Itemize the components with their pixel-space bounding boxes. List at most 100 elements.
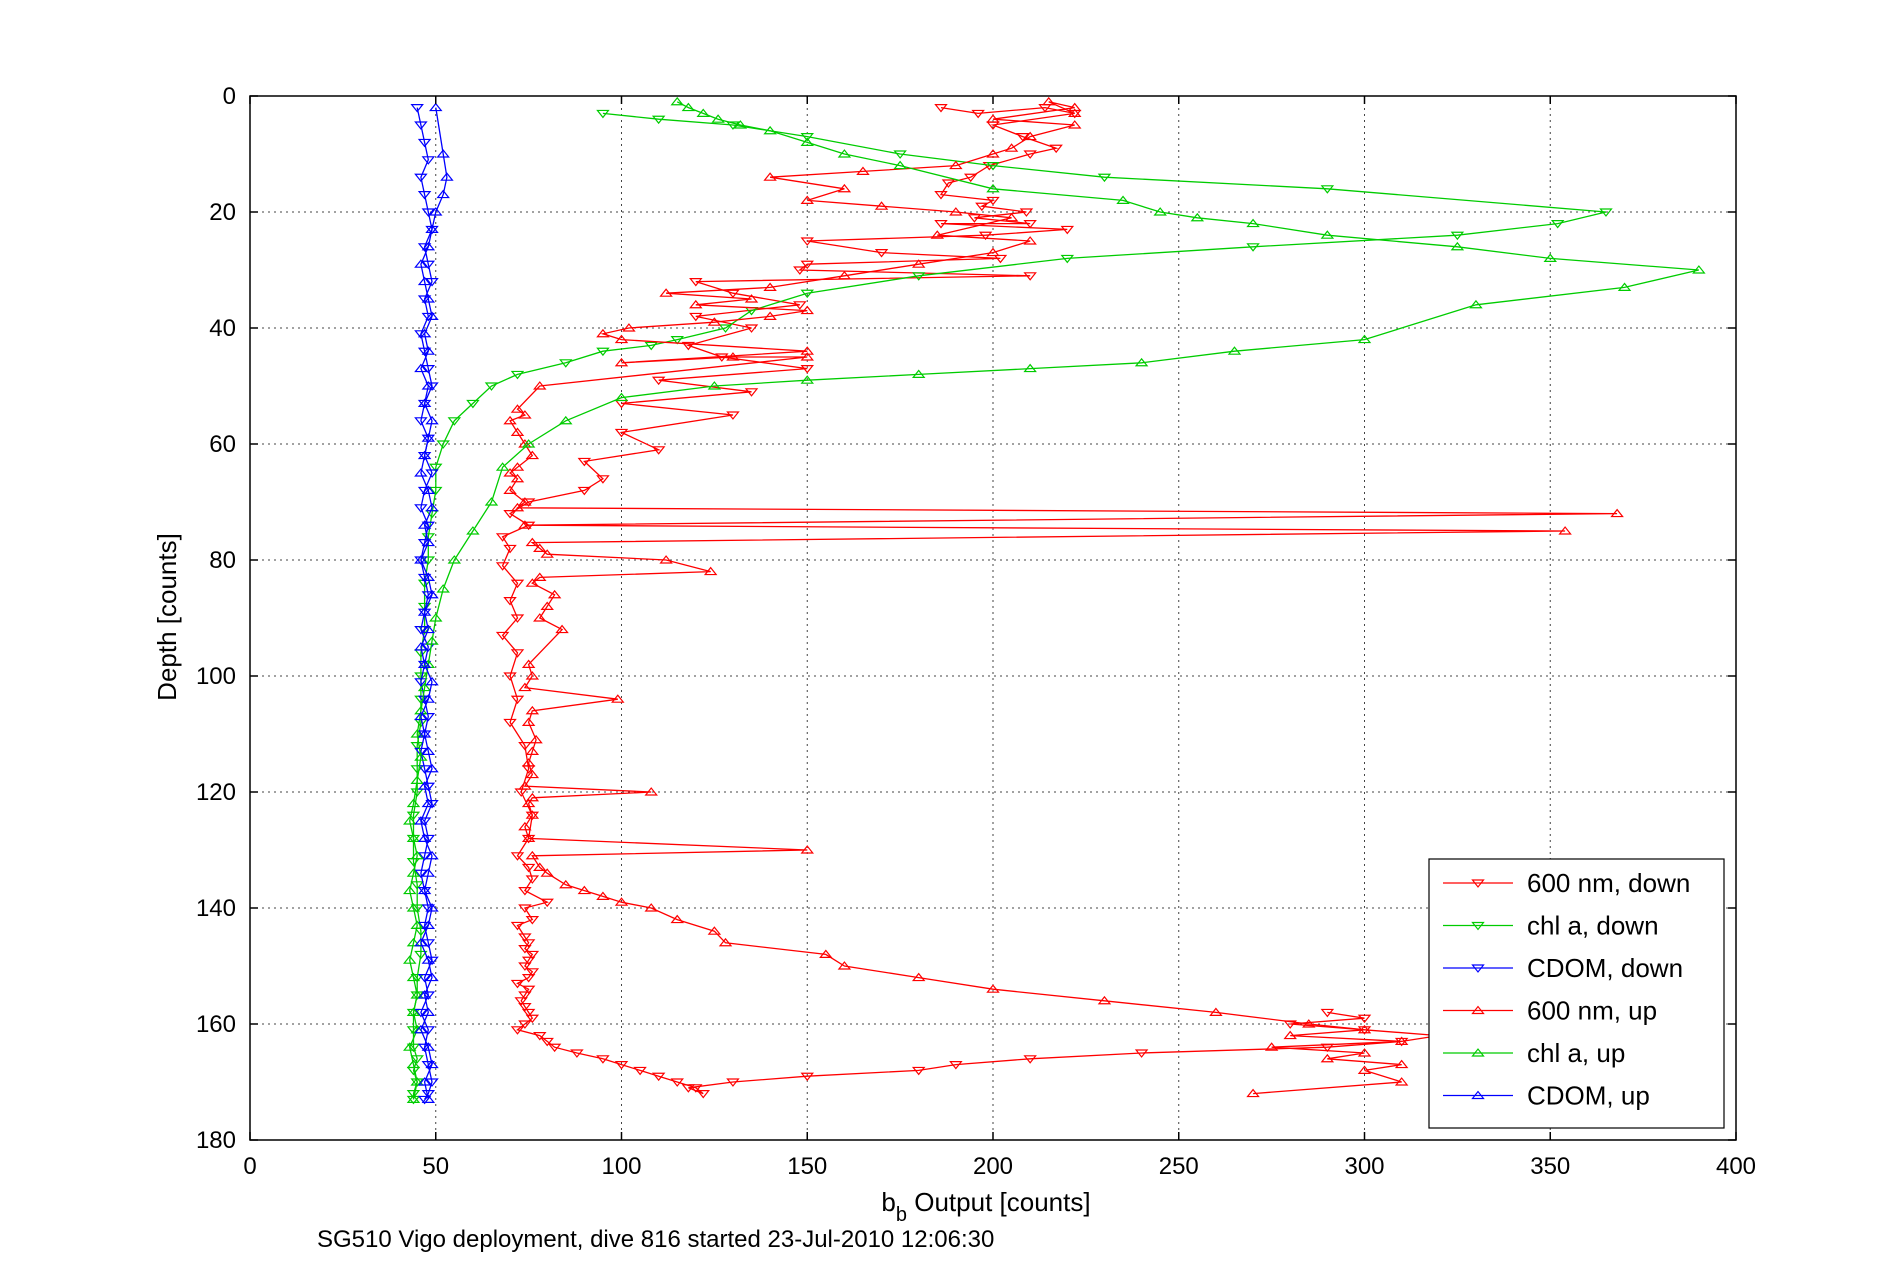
data-point — [614, 392, 629, 402]
data-point — [651, 446, 666, 455]
y-tick-label: 60 — [209, 431, 236, 458]
y-tick-label: 180 — [196, 1127, 236, 1154]
data-point — [503, 510, 517, 519]
data-point — [644, 787, 658, 796]
data-point — [707, 317, 722, 326]
data-point — [659, 555, 673, 564]
data-point — [410, 974, 424, 983]
x-tick-label: 50 — [422, 1153, 449, 1180]
data-point — [533, 1032, 547, 1041]
data-point — [596, 347, 610, 357]
data-point — [681, 1084, 696, 1093]
data-point — [518, 933, 532, 942]
data-point — [425, 311, 439, 320]
legend-label: 600 nm, down — [1527, 868, 1690, 898]
data-point — [421, 521, 436, 531]
data-point — [521, 833, 536, 842]
legend-marker — [1471, 921, 1485, 931]
data-point — [893, 160, 907, 170]
data-point — [406, 1007, 421, 1016]
data-point — [1283, 1030, 1297, 1040]
data-point — [521, 1008, 536, 1018]
y-tick-label: 140 — [196, 895, 236, 922]
data-point — [417, 885, 432, 895]
data-point — [503, 544, 517, 554]
data-point — [406, 1090, 421, 1099]
data-point — [540, 549, 554, 558]
data-point — [525, 811, 540, 821]
legend-entry: chl a, down — [1443, 911, 1659, 941]
data-point — [1023, 363, 1037, 373]
legend-marker — [1471, 879, 1485, 888]
data-point — [547, 1043, 562, 1053]
data-point — [417, 276, 432, 286]
data-point — [425, 850, 439, 860]
data-point — [410, 788, 424, 797]
data-point — [986, 247, 1000, 257]
data-point — [611, 694, 625, 703]
data-point — [425, 415, 439, 425]
data-point — [614, 428, 629, 438]
data-point — [525, 769, 540, 779]
data-point — [425, 224, 439, 233]
data-point — [414, 259, 428, 268]
data-point — [1097, 995, 1112, 1005]
data-point — [525, 450, 540, 460]
data-point — [670, 336, 684, 345]
data-point — [417, 347, 432, 357]
data-point — [518, 1003, 532, 1012]
data-point — [1599, 208, 1613, 217]
data-point — [414, 950, 428, 960]
data-point — [503, 415, 517, 425]
data-point — [1067, 120, 1082, 129]
data-point — [800, 289, 814, 299]
data-point — [856, 166, 870, 175]
data-point — [525, 792, 540, 802]
data-point — [436, 584, 450, 593]
data-point — [1060, 254, 1075, 264]
y-tick-label: 80 — [209, 547, 236, 574]
data-point — [406, 903, 421, 912]
data-point — [429, 207, 443, 216]
data-point — [1023, 220, 1037, 229]
data-point — [518, 497, 532, 506]
data-point — [421, 485, 436, 494]
data-point — [819, 949, 833, 958]
data-point — [1023, 1055, 1037, 1064]
data-point — [421, 624, 436, 634]
data-point — [410, 850, 424, 860]
data-point — [518, 887, 532, 896]
series-line — [501, 106, 1439, 1095]
data-point — [689, 278, 703, 287]
data-point — [425, 382, 439, 391]
data-point — [421, 208, 436, 217]
data-point — [421, 746, 436, 755]
data-point — [930, 230, 945, 239]
data-point — [1067, 102, 1082, 112]
data-point — [414, 747, 428, 757]
series-0 — [495, 104, 1446, 1099]
data-point — [1558, 526, 1572, 535]
series-4 — [403, 96, 1706, 1103]
data-point — [425, 1078, 439, 1087]
data-point — [941, 179, 956, 188]
data-point — [410, 881, 424, 890]
data-point — [1550, 220, 1565, 229]
data-point — [1023, 236, 1037, 245]
data-point — [414, 504, 428, 513]
data-point — [421, 798, 436, 808]
data-point — [800, 365, 814, 374]
data-point — [417, 191, 432, 200]
data-point — [417, 729, 432, 738]
data-point — [521, 956, 536, 966]
data-point — [744, 294, 759, 303]
data-point — [421, 433, 436, 442]
data-point — [417, 765, 432, 774]
data-point — [1067, 108, 1082, 117]
series-line — [409, 101, 1699, 1100]
data-point — [1320, 185, 1335, 194]
data-point — [417, 990, 432, 999]
data-point — [596, 328, 610, 338]
data-point — [425, 502, 439, 512]
data-point — [763, 125, 777, 135]
